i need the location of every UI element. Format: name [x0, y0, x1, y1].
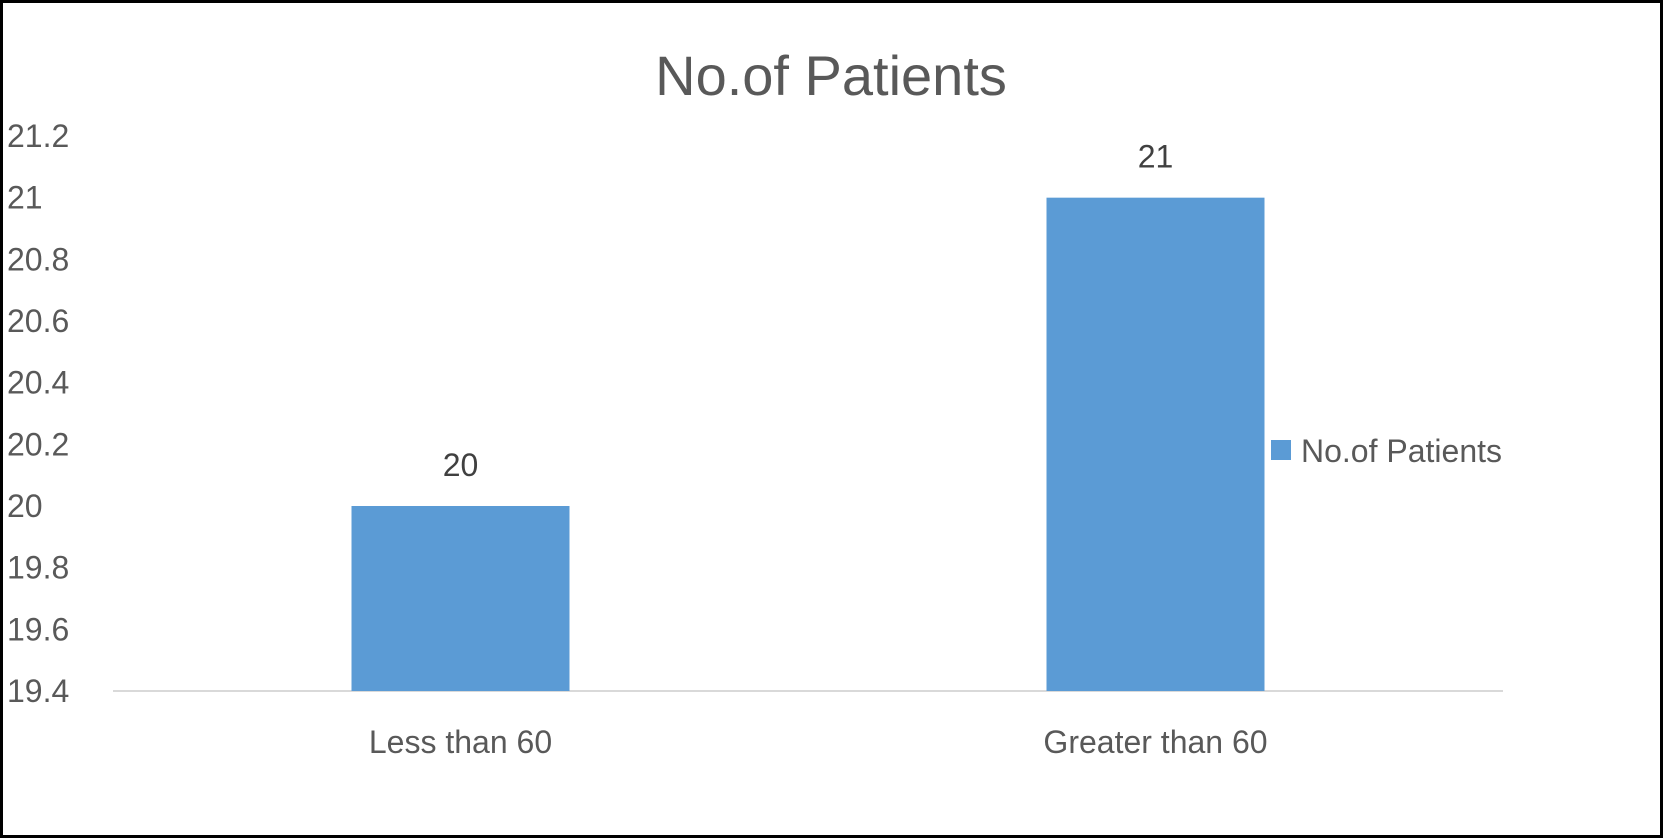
x-tick-label: Greater than 60	[1043, 724, 1267, 760]
bar-chart: No.of Patients 19.4 19.6 19.8 20 20.2 20.4 20.…	[7, 44, 1503, 760]
chart-title: No.of Patients	[655, 44, 1007, 107]
y-tick-label: 21	[7, 180, 43, 216]
bars	[351, 197, 1265, 691]
y-tick-label: 19.6	[7, 611, 69, 647]
data-label: 21	[1138, 139, 1174, 175]
y-tick-label: 20.6	[7, 303, 69, 339]
data-label: 20	[443, 447, 479, 483]
y-tick-label: 19.4	[7, 673, 69, 709]
y-tick-label: 20.4	[7, 365, 69, 401]
x-tick-label: Less than 60	[369, 724, 552, 760]
legend-label: No.of Patients	[1301, 433, 1502, 469]
y-tick-label: 19.8	[7, 550, 69, 586]
y-tick-label: 21.2	[7, 118, 69, 154]
y-axis-ticks: 19.4 19.6 19.8 20 20.2 20.4 20.6 20.8 21 21.2	[7, 118, 69, 709]
legend-swatch	[1271, 440, 1291, 460]
bar-less-than-60	[351, 506, 570, 691]
y-tick-label: 20.2	[7, 426, 69, 462]
y-tick-label: 20	[7, 488, 43, 524]
y-tick-label: 20.8	[7, 241, 69, 277]
bar-greater-than-60	[1046, 197, 1265, 691]
x-axis-ticks: Less than 60 Greater than 60	[369, 724, 1268, 760]
legend: No.of Patients	[1271, 433, 1502, 469]
